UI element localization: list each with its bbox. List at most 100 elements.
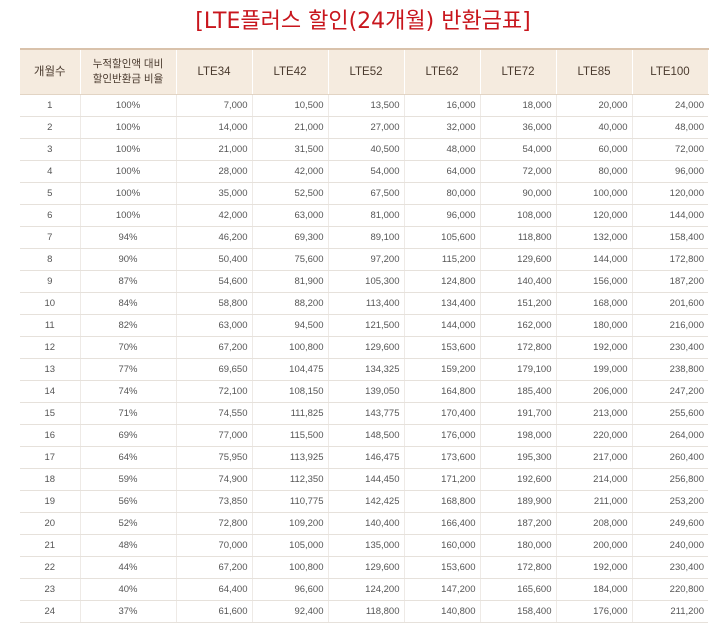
cell-rate: 74% [80, 380, 177, 403]
cell-amount: 31,500 [252, 138, 329, 161]
cell-amount: 80,000 [404, 182, 481, 205]
cell-amount: 46,200 [176, 226, 253, 249]
cell-amount: 189,900 [480, 490, 557, 513]
cell-amount: 24,000 [632, 94, 708, 117]
cell-amount: 72,000 [632, 138, 708, 161]
cell-amount: 10,500 [252, 94, 329, 117]
cell-month: 23 [20, 578, 81, 601]
table-row: 1 100% 7,000 10,500 13,500 16,000 18,000 20,000… [20, 94, 708, 117]
cell-amount: 129,600 [328, 336, 405, 359]
cell-amount: 144,000 [632, 204, 708, 227]
cell-amount: 171,200 [404, 468, 481, 491]
cell-rate: 44% [80, 556, 177, 579]
cell-rate: 82% [80, 314, 177, 337]
cell-amount: 247,200 [632, 380, 708, 403]
cell-amount: 67,500 [328, 182, 405, 205]
cell-month: 15 [20, 402, 81, 425]
cell-rate: 64% [80, 446, 177, 469]
cell-amount: 156,000 [556, 270, 633, 293]
cell-amount: 105,600 [404, 226, 481, 249]
cell-amount: 104,475 [252, 358, 329, 381]
cell-amount: 230,400 [632, 556, 708, 579]
cell-amount: 187,200 [632, 270, 708, 293]
cell-amount: 168,000 [556, 292, 633, 315]
cell-amount: 184,000 [556, 578, 633, 601]
cell-amount: 60,000 [556, 138, 633, 161]
cell-amount: 74,550 [176, 402, 253, 425]
cell-amount: 48,000 [632, 116, 708, 139]
cell-amount: 146,475 [328, 446, 405, 469]
cell-rate: 90% [80, 248, 177, 271]
cell-amount: 264,000 [632, 424, 708, 447]
cell-amount: 115,200 [404, 248, 481, 271]
cell-amount: 36,000 [480, 116, 557, 139]
cell-amount: 153,600 [404, 556, 481, 579]
cell-amount: 160,000 [404, 534, 481, 557]
cell-rate: 52% [80, 512, 177, 535]
cell-rate: 69% [80, 424, 177, 447]
cell-amount: 176,000 [404, 424, 481, 447]
cell-amount: 72,800 [176, 512, 253, 535]
cell-amount: 69,650 [176, 358, 253, 381]
header-rate-line1: 누적할인액 대비 [92, 58, 164, 70]
table-row: 21 48% 70,000 105,000 135,000 160,000 180,000 2… [20, 534, 708, 557]
cell-amount: 21,000 [252, 116, 329, 139]
cell-amount: 81,000 [328, 204, 405, 227]
cell-amount: 69,300 [252, 226, 329, 249]
cell-amount: 180,000 [480, 534, 557, 557]
cell-amount: 148,500 [328, 424, 405, 447]
cell-amount: 191,700 [480, 402, 557, 425]
cell-amount: 108,000 [480, 204, 557, 227]
cell-amount: 100,800 [252, 556, 329, 579]
cell-amount: 220,800 [632, 578, 708, 601]
cell-amount: 52,500 [252, 182, 329, 205]
cell-amount: 172,800 [632, 248, 708, 271]
cell-month: 16 [20, 424, 81, 447]
cell-amount: 201,600 [632, 292, 708, 315]
cell-month: 3 [20, 138, 81, 161]
cell-rate: 100% [80, 138, 177, 161]
cell-amount: 144,000 [404, 314, 481, 337]
cell-amount: 40,500 [328, 138, 405, 161]
cell-month: 11 [20, 314, 81, 337]
cell-amount: 108,150 [252, 380, 329, 403]
header-rate-line2: 할인반환금 비율 [92, 73, 164, 85]
cell-amount: 50,400 [176, 248, 253, 271]
cell-amount: 176,000 [556, 600, 633, 623]
cell-amount: 216,000 [632, 314, 708, 337]
cell-rate: 100% [80, 116, 177, 139]
cell-amount: 134,400 [404, 292, 481, 315]
cell-amount: 28,000 [176, 160, 253, 183]
cell-amount: 249,600 [632, 512, 708, 535]
cell-amount: 42,000 [252, 160, 329, 183]
table-body: 1 100% 7,000 10,500 13,500 16,000 18,000 20,000… [20, 94, 708, 623]
cell-amount: 80,000 [556, 160, 633, 183]
cell-amount: 67,200 [176, 336, 253, 359]
cell-month: 24 [20, 600, 81, 623]
table-row: 7 94% 46,200 69,300 89,100 105,600 118,800 132,… [20, 226, 708, 249]
cell-amount: 21,000 [176, 138, 253, 161]
cell-amount: 164,800 [404, 380, 481, 403]
cell-amount: 118,800 [480, 226, 557, 249]
cell-amount: 61,600 [176, 600, 253, 623]
cell-amount: 230,400 [632, 336, 708, 359]
cell-amount: 94,500 [252, 314, 329, 337]
cell-amount: 140,400 [328, 512, 405, 535]
cell-amount: 96,000 [632, 160, 708, 183]
cell-amount: 260,400 [632, 446, 708, 469]
cell-amount: 170,400 [404, 402, 481, 425]
cell-month: 9 [20, 270, 81, 293]
cell-amount: 54,000 [480, 138, 557, 161]
cell-amount: 96,600 [252, 578, 329, 601]
cell-amount: 105,300 [328, 270, 405, 293]
page-title: [LTE플러스 할인(24개월) 반환금표] [195, 9, 531, 34]
table-row: 24 37% 61,600 92,400 118,800 140,800 158,400 17… [20, 600, 708, 623]
cell-amount: 105,000 [252, 534, 329, 557]
cell-month: 22 [20, 556, 81, 579]
cell-amount: 253,200 [632, 490, 708, 513]
cell-month: 8 [20, 248, 81, 271]
cell-amount: 124,200 [328, 578, 405, 601]
table-row: 2 100% 14,000 21,000 27,000 32,000 36,000 40,00… [20, 116, 708, 139]
cell-rate: 100% [80, 204, 177, 227]
cell-amount: 238,800 [632, 358, 708, 381]
